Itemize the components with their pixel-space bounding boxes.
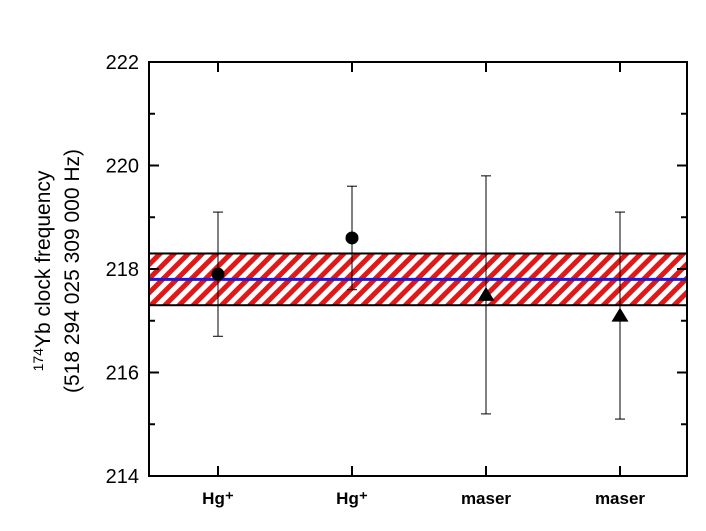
y-axis-ticks: 214 216 218 220 222 — [106, 52, 687, 488]
x-category-label: Hg⁺ — [202, 489, 234, 508]
x-category-label: Hg⁺ — [336, 489, 368, 508]
x-axis-ticks: Hg⁺ Hg⁺ maser maser — [202, 62, 645, 508]
data-point-triangle — [611, 307, 629, 322]
data-point-triangle — [477, 286, 495, 301]
y-tick-label: 216 — [106, 363, 139, 385]
uncertainty-band-group — [149, 252, 687, 307]
y-tick-label: 220 — [106, 156, 139, 178]
x-category-label: maser — [461, 489, 511, 508]
y-axis-title-line1: Yb clock frequency — [32, 170, 55, 348]
y-axis-title: 174Yb clock frequency — [30, 170, 55, 371]
y-tick-label: 214 — [106, 466, 139, 488]
data-markers — [211, 231, 629, 322]
data-point-circle — [345, 231, 359, 245]
y-tick-label: 218 — [106, 259, 139, 281]
y-axis-title-superscript: 174 — [30, 348, 46, 372]
y-tick-label: 222 — [106, 52, 139, 74]
y-axis-title-line2: (518 294 025 309 000 Hz) — [61, 149, 84, 393]
x-category-label: maser — [595, 489, 645, 508]
data-point-circle — [211, 267, 225, 281]
